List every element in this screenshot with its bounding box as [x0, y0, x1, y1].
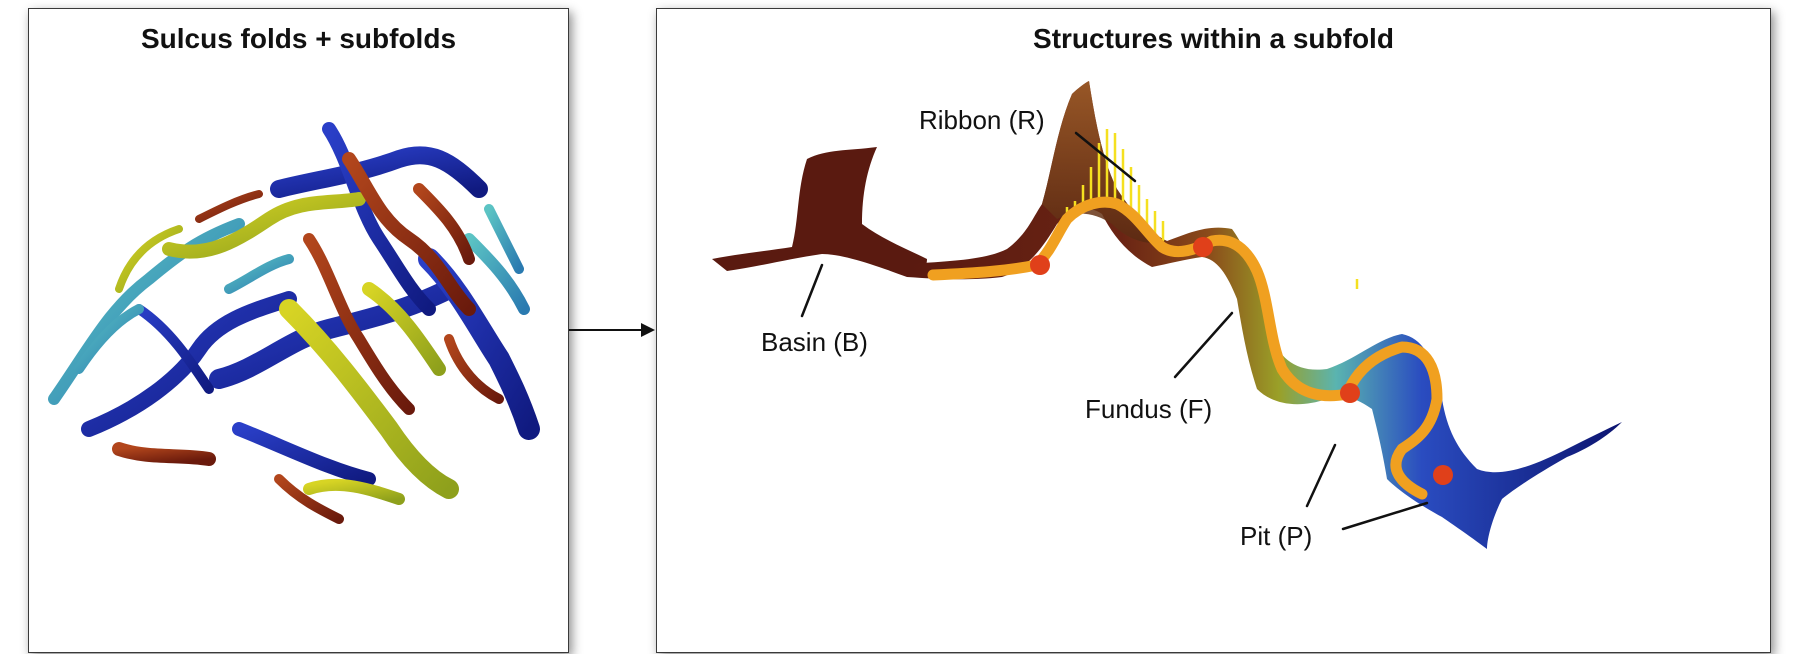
pit-marker	[1340, 383, 1360, 403]
brain-folds-image	[48, 122, 540, 524]
panel-title-left: Sulcus folds + subfolds	[140, 23, 457, 54]
subfold-diagram	[712, 81, 1622, 549]
pit-marker	[1030, 255, 1050, 275]
leader-lines	[800, 131, 1429, 531]
fold-teal	[74, 204, 524, 374]
label-basin: Basin (B)	[761, 327, 868, 357]
label-fundus: Fundus (F)	[1085, 394, 1213, 424]
right-arrow-icon	[569, 323, 655, 337]
fundus-curve	[927, 196, 1443, 500]
pit-marker	[1193, 237, 1213, 257]
ribbon-region	[1042, 81, 1167, 244]
panel-subfold-structures: Structures within a subfold	[656, 8, 1771, 653]
fold-red	[112, 152, 504, 524]
label-ribbon: Ribbon (R)	[919, 105, 1045, 135]
label-pit: Pit (P)	[1240, 521, 1313, 551]
panel-sulcus-folds: Sulcus folds + subfolds	[28, 8, 569, 653]
pit-marker	[1433, 465, 1453, 485]
panel-title-right: Structures within a subfold	[1033, 23, 1394, 54]
fold-yellow	[115, 192, 459, 505]
basin-region	[712, 147, 927, 277]
